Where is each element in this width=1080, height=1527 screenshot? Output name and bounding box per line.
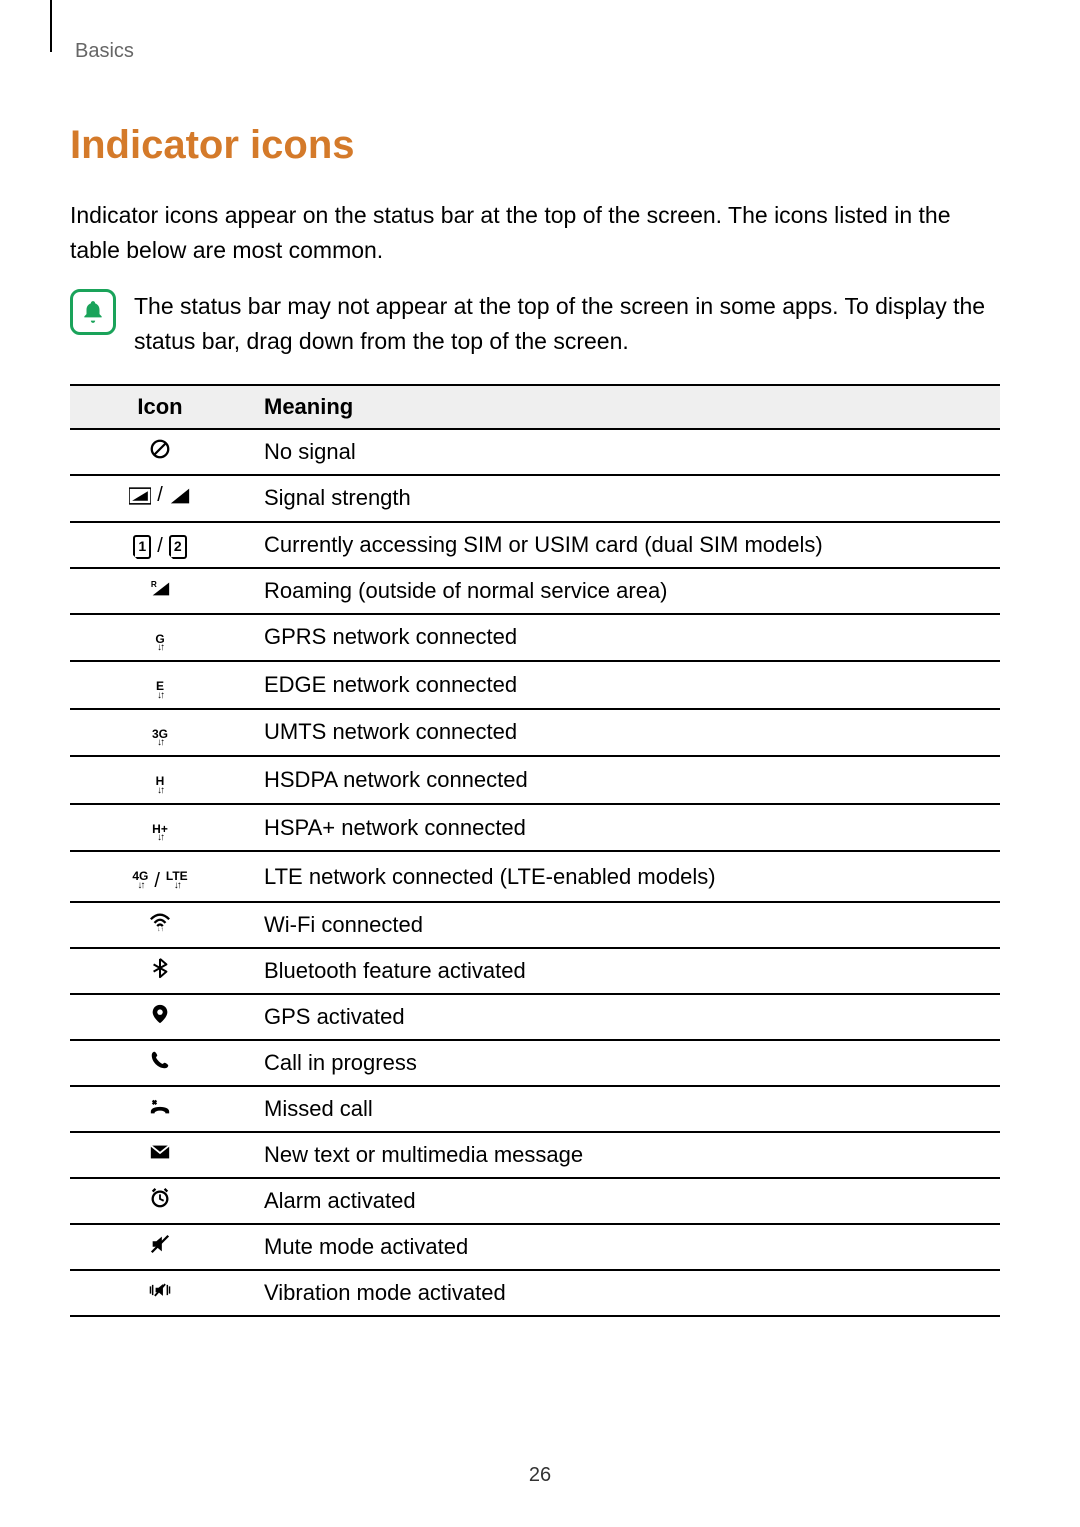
table-header-row: Icon Meaning	[70, 385, 1000, 429]
table-row: No signal	[70, 429, 1000, 475]
icon-table: Icon Meaning No signal / Signal strength	[70, 384, 1000, 1317]
col-icon: Icon	[70, 385, 250, 429]
table-row: 4G↓↑ / LTE↓↑ LTE network connected (LTE-…	[70, 851, 1000, 901]
meaning-cell: GPS activated	[250, 994, 1000, 1040]
table-row: R Roaming (outside of normal service are…	[70, 568, 1000, 614]
table-row: H↓↑ HSDPA network connected	[70, 756, 1000, 804]
meaning-cell: HSPA+ network connected	[250, 804, 1000, 852]
meaning-cell: Signal strength	[250, 475, 1000, 522]
meaning-cell: Alarm activated	[250, 1178, 1000, 1224]
table-row: Vibration mode activated	[70, 1270, 1000, 1316]
meaning-cell: Bluetooth feature activated	[250, 948, 1000, 994]
table-row: E↓↑ EDGE network connected	[70, 661, 1000, 709]
meaning-cell: EDGE network connected	[250, 661, 1000, 709]
intro-text: Indicator icons appear on the status bar…	[70, 198, 1000, 267]
table-row: ↓↑ Wi-Fi connected	[70, 902, 1000, 948]
bluetooth-icon	[70, 948, 250, 994]
meaning-cell: Call in progress	[250, 1040, 1000, 1086]
table-row: H+↓↑ HSPA+ network connected	[70, 804, 1000, 852]
meaning-cell: Vibration mode activated	[250, 1270, 1000, 1316]
meaning-cell: New text or multimedia message	[250, 1132, 1000, 1178]
page: Basics Indicator icons Indicator icons a…	[0, 0, 1080, 1527]
table-row: Call in progress	[70, 1040, 1000, 1086]
alarm-icon	[70, 1178, 250, 1224]
vibrate-icon	[70, 1270, 250, 1316]
call-icon	[70, 1040, 250, 1086]
svg-text:R: R	[151, 580, 157, 589]
gprs-icon: G↓↑	[70, 614, 250, 662]
roaming-icon: R	[70, 568, 250, 614]
meaning-cell: HSDPA network connected	[250, 756, 1000, 804]
spine-decoration	[50, 0, 52, 52]
meaning-cell: No signal	[250, 429, 1000, 475]
page-number: 26	[0, 1464, 1080, 1487]
table-row: Bluetooth feature activated	[70, 948, 1000, 994]
table-row: GPS activated	[70, 994, 1000, 1040]
mute-icon	[70, 1224, 250, 1270]
meaning-cell: Mute mode activated	[250, 1224, 1000, 1270]
hsdpa-icon: H↓↑	[70, 756, 250, 804]
note-bell-icon	[70, 289, 116, 335]
table-row: 1 / 2 Currently accessing SIM or USIM ca…	[70, 522, 1000, 568]
hspa-plus-icon: H+↓↑	[70, 804, 250, 852]
meaning-cell: Wi-Fi connected	[250, 902, 1000, 948]
meaning-cell: Missed call	[250, 1086, 1000, 1132]
signal-strength-icon: /	[70, 475, 250, 522]
meaning-cell: Currently accessing SIM or USIM card (du…	[250, 522, 1000, 568]
meaning-cell: Roaming (outside of normal service area)	[250, 568, 1000, 614]
sim-card-icon: 1 / 2	[70, 522, 250, 568]
lte-icon: 4G↓↑ / LTE↓↑	[70, 851, 250, 901]
breadcrumb: Basics	[75, 40, 1000, 63]
edge-icon: E↓↑	[70, 661, 250, 709]
gps-icon	[70, 994, 250, 1040]
meaning-cell: UMTS network connected	[250, 709, 1000, 757]
table-row: New text or multimedia message	[70, 1132, 1000, 1178]
note: The status bar may not appear at the top…	[70, 289, 1000, 358]
table-row: / Signal strength	[70, 475, 1000, 522]
content: Indicator icons Indicator icons appear o…	[70, 123, 1000, 1317]
meaning-cell: GPRS network connected	[250, 614, 1000, 662]
page-title: Indicator icons	[70, 123, 1000, 168]
wifi-icon: ↓↑	[70, 902, 250, 948]
table-row: 3G↓↑ UMTS network connected	[70, 709, 1000, 757]
col-meaning: Meaning	[250, 385, 1000, 429]
no-signal-icon	[70, 429, 250, 475]
svg-text:↓↑: ↓↑	[157, 926, 163, 933]
meaning-cell: LTE network connected (LTE-enabled model…	[250, 851, 1000, 901]
missed-call-icon	[70, 1086, 250, 1132]
table-row: G↓↑ GPRS network connected	[70, 614, 1000, 662]
message-icon	[70, 1132, 250, 1178]
table-row: Alarm activated	[70, 1178, 1000, 1224]
table-row: Mute mode activated	[70, 1224, 1000, 1270]
note-text: The status bar may not appear at the top…	[134, 289, 1000, 358]
umts-icon: 3G↓↑	[70, 709, 250, 757]
table-row: Missed call	[70, 1086, 1000, 1132]
